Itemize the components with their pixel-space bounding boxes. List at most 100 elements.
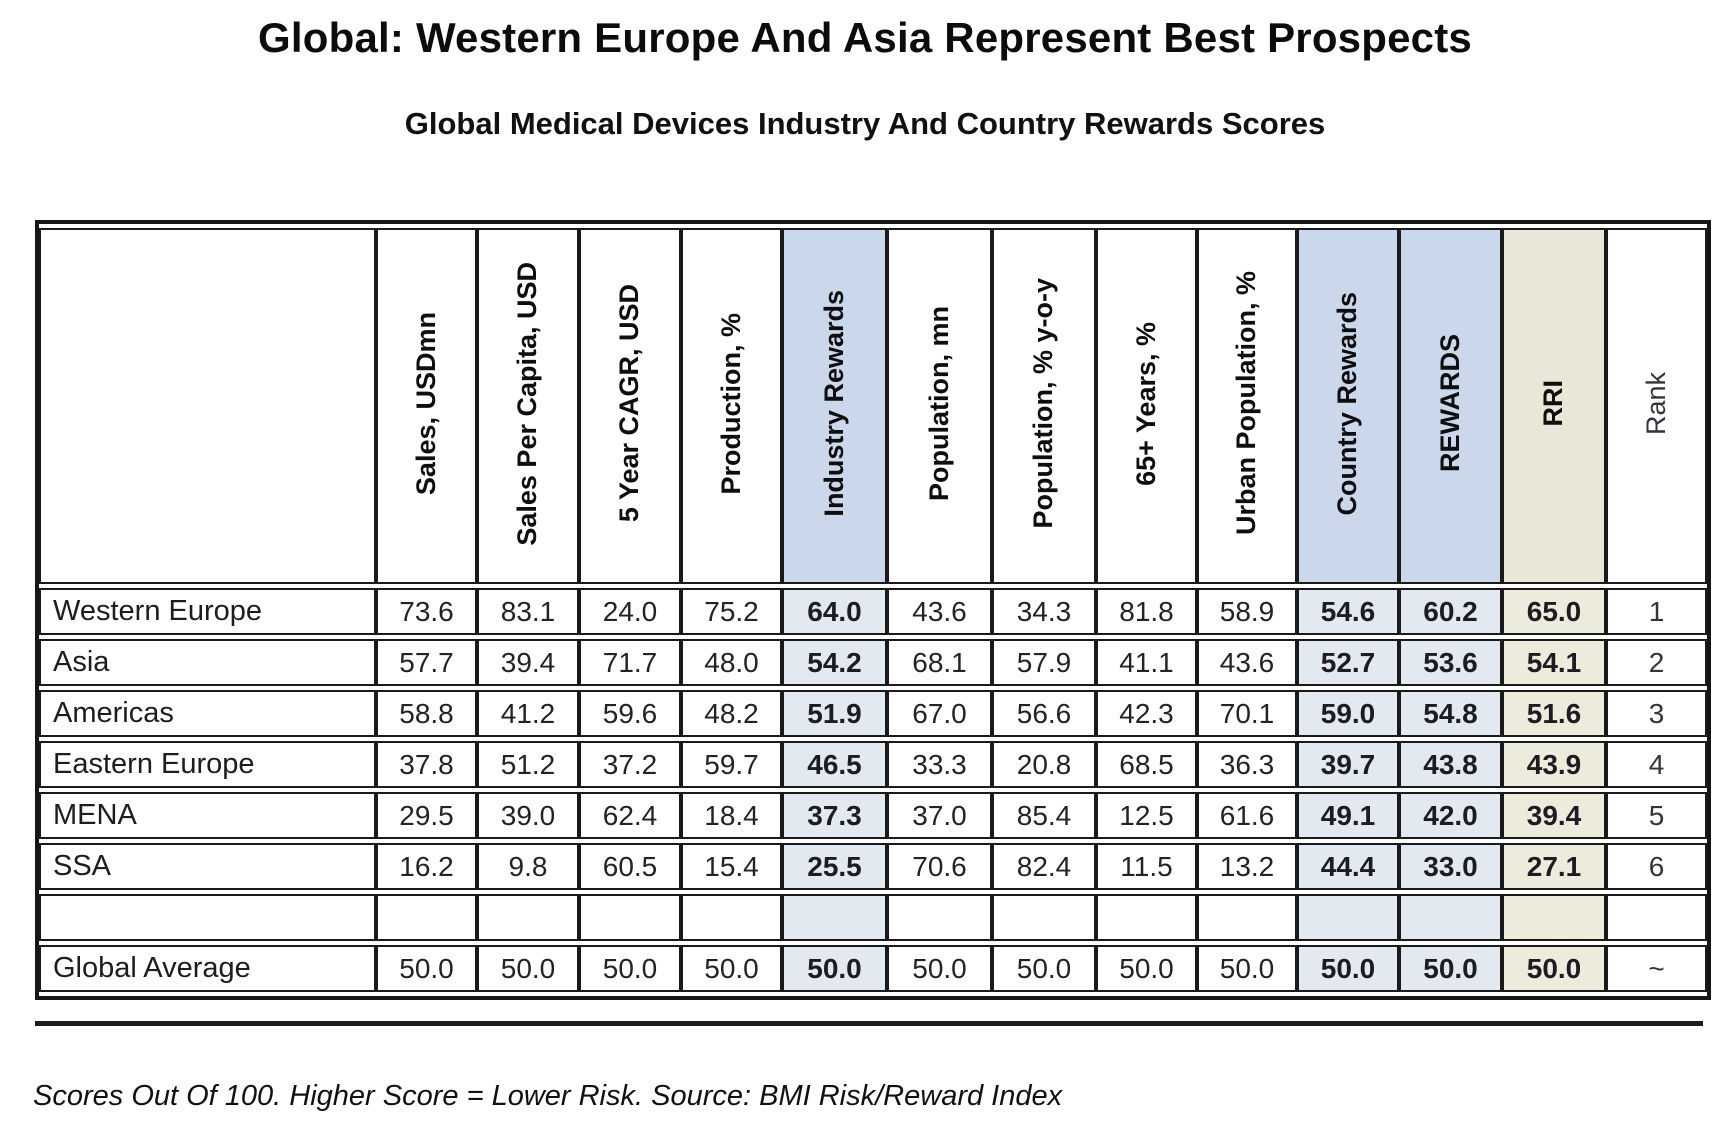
value-cell: 83.1 xyxy=(477,588,579,635)
value-cell: 60.5 xyxy=(579,843,681,890)
value-cell: 43.6 xyxy=(1197,639,1297,686)
value-cell: 42.3 xyxy=(1096,690,1197,737)
value-cell xyxy=(992,894,1096,941)
column-header-label: REWARDS xyxy=(1434,334,1465,473)
value-cell: 24.0 xyxy=(579,588,681,635)
value-cell: 50.0 xyxy=(681,945,782,992)
value-cell: 61.6 xyxy=(1197,792,1297,839)
value-cell: 43.8 xyxy=(1399,741,1502,788)
column-header-label: 65+ Years, % xyxy=(1130,321,1161,486)
value-cell: 5 xyxy=(1606,792,1707,839)
region-cell: SSA xyxy=(39,843,376,890)
value-cell: 51.2 xyxy=(477,741,579,788)
table-row: SSA 16.2 9.8 60.5 15.4 25.5 70.6 82.4 11.5 13.2 44… xyxy=(39,843,1707,890)
region-cell: Asia xyxy=(39,639,376,686)
value-cell xyxy=(477,894,579,941)
value-cell: 50.0 xyxy=(376,945,477,992)
column-header: Production, % xyxy=(681,228,782,584)
value-cell: 18.4 xyxy=(681,792,782,839)
value-cell: 41.1 xyxy=(1096,639,1197,686)
value-cell: 6 xyxy=(1606,843,1707,890)
header-row: Sales, USDmn Sales Per Capita, USD 5 Yea… xyxy=(39,228,1707,584)
source-note: Scores Out Of 100. Higher Score = Lower … xyxy=(33,1080,1063,1112)
value-cell: 59.0 xyxy=(1297,690,1399,737)
table-subtitle: Global Medical Devices Industry And Coun… xyxy=(404,106,1326,141)
value-cell: 46.5 xyxy=(782,741,887,788)
table-row: Eastern Europe 37.8 51.2 37.2 59.7 46.5 33.3 20… xyxy=(39,741,1707,788)
value-cell: 33.3 xyxy=(887,741,992,788)
value-cell: 50.0 xyxy=(887,945,992,992)
column-header: 65+ Years, % xyxy=(1096,228,1197,584)
region-column-header xyxy=(39,228,376,584)
value-cell: 50.0 xyxy=(1502,945,1606,992)
value-cell: 16.2 xyxy=(376,843,477,890)
value-cell: 54.8 xyxy=(1399,690,1502,737)
value-cell: 37.3 xyxy=(782,792,887,839)
region-cell: MENA xyxy=(39,792,376,839)
rewards-table: Sales, USDmn Sales Per Capita, USD 5 Yea… xyxy=(35,220,1711,1000)
value-cell: 82.4 xyxy=(992,843,1096,890)
column-header: Sales Per Capita, USD xyxy=(477,228,579,584)
value-cell: 62.4 xyxy=(579,792,681,839)
value-cell: 73.6 xyxy=(376,588,477,635)
value-cell xyxy=(782,894,887,941)
value-cell: 39.0 xyxy=(477,792,579,839)
value-cell: 50.0 xyxy=(1197,945,1297,992)
value-cell: 51.9 xyxy=(782,690,887,737)
value-cell: 58.8 xyxy=(376,690,477,737)
column-header-label: Sales, USDmn xyxy=(410,311,441,496)
region-cell: Eastern Europe xyxy=(39,741,376,788)
value-cell: 48.0 xyxy=(681,639,782,686)
column-header-label: Industry Rewards xyxy=(818,290,849,517)
value-cell xyxy=(887,894,992,941)
column-header-country-rewards: Country Rewards xyxy=(1297,228,1399,584)
value-cell: 37.0 xyxy=(887,792,992,839)
value-cell: 20.8 xyxy=(992,741,1096,788)
value-cell: 33.0 xyxy=(1399,843,1502,890)
value-cell: 12.5 xyxy=(1096,792,1197,839)
value-cell: ~ xyxy=(1606,945,1707,992)
value-cell: 75.2 xyxy=(681,588,782,635)
table-row: Global Average 50.0 50.0 50.0 50.0 50.0 50.0 50… xyxy=(39,945,1707,992)
value-cell xyxy=(579,894,681,941)
value-cell xyxy=(376,894,477,941)
column-header-label: 5 Year CAGR, USD xyxy=(614,284,645,523)
value-cell: 13.2 xyxy=(1197,843,1297,890)
value-cell: 39.7 xyxy=(1297,741,1399,788)
value-cell: 42.0 xyxy=(1399,792,1502,839)
column-header-label: Population, % y-o-y xyxy=(1028,278,1059,529)
value-cell: 43.6 xyxy=(887,588,992,635)
value-cell: 54.2 xyxy=(782,639,887,686)
column-header-label: Rank xyxy=(1640,371,1671,436)
value-cell xyxy=(1606,894,1707,941)
column-header-industry-rewards: Industry Rewards xyxy=(782,228,887,584)
value-cell xyxy=(681,894,782,941)
table-row-blank xyxy=(39,894,1707,941)
region-cell: Americas xyxy=(39,690,376,737)
column-header-label: Production, % xyxy=(715,312,746,495)
value-cell: 59.6 xyxy=(579,690,681,737)
page-title: Global: Western Europe And Asia Represen… xyxy=(258,14,1472,61)
value-cell: 70.1 xyxy=(1197,690,1297,737)
value-cell: 50.0 xyxy=(1096,945,1197,992)
column-header: Urban Population, % xyxy=(1197,228,1297,584)
value-cell xyxy=(1297,894,1399,941)
value-cell: 39.4 xyxy=(1502,792,1606,839)
value-cell: 50.0 xyxy=(1297,945,1399,992)
value-cell: 58.9 xyxy=(1197,588,1297,635)
value-cell: 48.2 xyxy=(681,690,782,737)
value-cell: 54.6 xyxy=(1297,588,1399,635)
value-cell: 4 xyxy=(1606,741,1707,788)
bottom-rule xyxy=(35,1021,1703,1026)
column-header-rri: RRI xyxy=(1502,228,1606,584)
value-cell: 15.4 xyxy=(681,843,782,890)
value-cell: 64.0 xyxy=(782,588,887,635)
value-cell: 41.2 xyxy=(477,690,579,737)
value-cell xyxy=(1399,894,1502,941)
value-cell: 50.0 xyxy=(1399,945,1502,992)
value-cell: 51.6 xyxy=(1502,690,1606,737)
column-header-label: Sales Per Capita, USD xyxy=(512,261,543,546)
region-cell: Global Average xyxy=(39,945,376,992)
value-cell xyxy=(1096,894,1197,941)
region-cell: Western Europe xyxy=(39,588,376,635)
